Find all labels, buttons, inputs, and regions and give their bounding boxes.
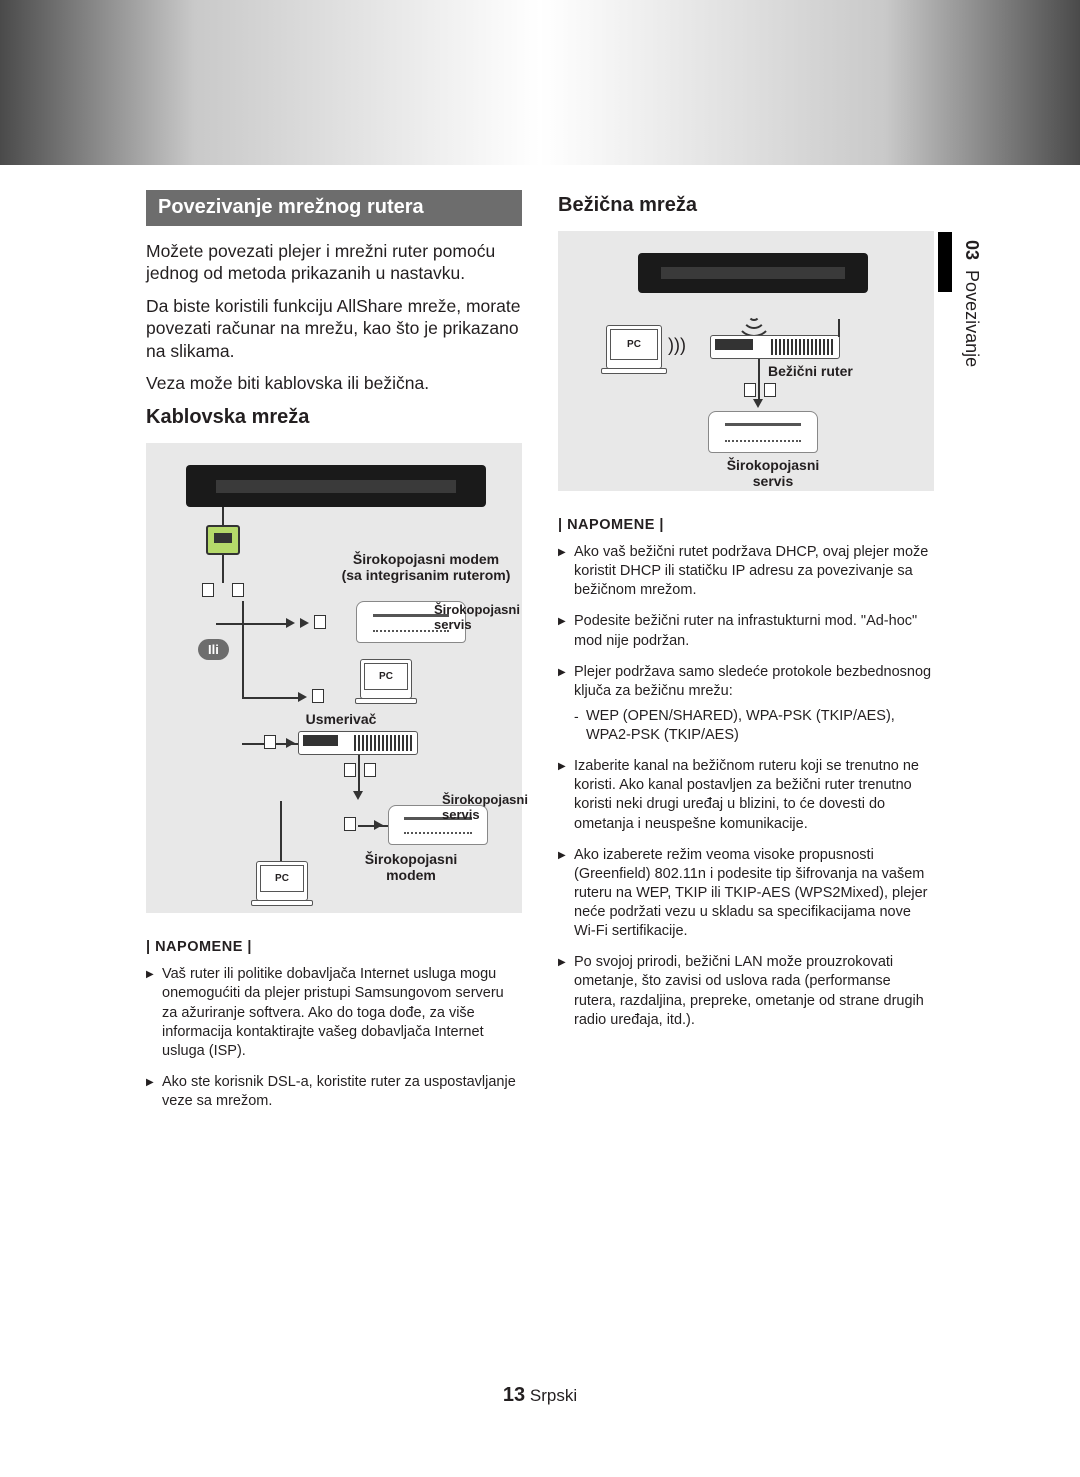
player-device-icon xyxy=(186,465,486,507)
note-item: Ako ste korisnik DSL-a, koristite ruter … xyxy=(146,1073,522,1111)
cable-line xyxy=(358,755,360,791)
left-column: Povezivanje mrežnog rutera Možete poveza… xyxy=(146,190,522,1123)
keyboard-icon xyxy=(251,900,313,906)
paragraph: Možete povezati plejer i mrežni ruter po… xyxy=(146,240,522,285)
rj45-connector-icon xyxy=(364,763,376,777)
cable-line xyxy=(280,801,282,861)
arrow-icon xyxy=(286,738,295,748)
subsection-header: Bežična mreža xyxy=(558,194,934,217)
section-header: Povezivanje mrežnog rutera xyxy=(146,190,522,226)
page-number: 13 xyxy=(503,1384,525,1406)
paragraph: Veza može biti kablovska ili bežična. xyxy=(146,372,522,394)
diagram-label: Bežični ruter xyxy=(768,363,898,379)
arrow-icon xyxy=(374,820,383,830)
keyboard-icon xyxy=(355,698,417,704)
pc-screen-label: PC xyxy=(260,865,304,892)
cable-line xyxy=(758,359,760,399)
note-item: Izaberite kanal na bežičnom ruteru koji … xyxy=(558,757,934,834)
page-language: Srpski xyxy=(530,1386,577,1405)
cable-line xyxy=(242,601,244,697)
antenna-icon xyxy=(838,319,840,337)
paragraph: Da biste koristili funkciju AllShare mre… xyxy=(146,295,522,362)
pc-icon: PC xyxy=(256,861,308,901)
diagram-label: Širokopojasni servis xyxy=(442,793,542,823)
diagram-label: Širokopojasni modem (sa integrisanim rut… xyxy=(336,551,516,583)
page-footer: 13 Srpski xyxy=(0,1384,1080,1407)
router-icon xyxy=(298,731,418,755)
cable-line xyxy=(222,507,224,525)
note-item: Ako izaberete režim veoma visoke propusn… xyxy=(558,846,934,942)
pc-screen-label: PC xyxy=(364,663,408,690)
cable-line xyxy=(242,697,298,699)
page-root: 03 Povezivanje Povezivanje mrežnog ruter… xyxy=(0,0,1080,1477)
diagram-label: Usmerivač xyxy=(286,711,396,727)
chapter-title: Povezivanje xyxy=(962,270,982,367)
wifi-waves-icon: ))) xyxy=(668,335,686,356)
notes-list: Vaš ruter ili politike dobavljača Intern… xyxy=(146,965,522,1111)
top-gradient-band xyxy=(0,0,1080,165)
player-device-icon xyxy=(638,253,868,293)
note-item: Plejer podržava samo sledeće protokole b… xyxy=(558,663,934,746)
note-item: Podesite bežični ruter na infrastukturni… xyxy=(558,612,934,650)
note-item: Po svojoj prirodi, bežični LAN može prou… xyxy=(558,953,934,1030)
rj45-connector-icon xyxy=(744,383,756,397)
rj45-connector-icon xyxy=(312,689,324,703)
pc-icon: PC xyxy=(360,659,412,699)
arrow-icon xyxy=(753,399,763,408)
lan-port-icon xyxy=(206,525,240,555)
content-area: Povezivanje mrežnog rutera Možete poveza… xyxy=(146,190,934,1123)
diagram-label: Širokopojasni modem xyxy=(346,851,476,883)
diagram-label: Širokopojasni servis xyxy=(708,457,838,489)
wireless-router-icon xyxy=(710,335,840,359)
rj45-connector-icon xyxy=(344,817,356,831)
rj45-connector-icon xyxy=(344,763,356,777)
note-item: Vaš ruter ili politike dobavljača Intern… xyxy=(146,965,522,1061)
keyboard-icon xyxy=(601,368,667,374)
pc-icon: PC xyxy=(606,325,662,369)
note-subitem: WEP (OPEN/SHARED), WPA-PSK (TKIP/AES), W… xyxy=(574,707,934,745)
rj45-connector-icon xyxy=(232,583,244,597)
two-columns: Povezivanje mrežnog rutera Možete poveza… xyxy=(146,190,934,1123)
note-item-text: Plejer podržava samo sledeće protokole b… xyxy=(574,664,931,699)
subsection-header: Kablovska mreža xyxy=(146,406,522,429)
chapter-tab xyxy=(938,232,952,292)
rj45-connector-icon xyxy=(202,583,214,597)
arrow-icon xyxy=(298,692,307,702)
rj45-connector-icon xyxy=(264,735,276,749)
diagram-label: Širokopojasni servis xyxy=(434,603,534,633)
wired-network-diagram: Širokopojasni modem (sa integrisanim rut… xyxy=(146,443,522,913)
pc-screen-label: PC xyxy=(610,329,658,360)
note-sublist: WEP (OPEN/SHARED), WPA-PSK (TKIP/AES), W… xyxy=(574,707,934,745)
note-item: Ako vaš bežični rutet podržava DHCP, ova… xyxy=(558,543,934,600)
modem-icon xyxy=(708,411,818,453)
cable-line xyxy=(222,555,224,583)
notes-header: | NAPOMENE | xyxy=(146,939,522,955)
notes-list: Ako vaš bežični rutet podržava DHCP, ova… xyxy=(558,543,934,1030)
rj45-connector-icon xyxy=(314,615,326,629)
arrow-icon xyxy=(353,791,363,800)
arrow-icon xyxy=(286,618,295,628)
arrow-icon xyxy=(300,618,309,628)
cable-line xyxy=(358,825,388,827)
chapter-number: 03 xyxy=(962,240,982,260)
rj45-connector-icon xyxy=(764,383,776,397)
notes-header: | NAPOMENE | xyxy=(558,517,934,533)
chapter-label: 03 Povezivanje xyxy=(961,240,982,367)
wireless-network-diagram: PC ))) Bežični ruter Širokopojasni servi… xyxy=(558,231,934,491)
right-column: Bežična mreža PC ))) B xyxy=(558,190,934,1123)
or-pill: Ili xyxy=(198,639,229,660)
wifi-icon xyxy=(748,309,760,321)
cable-line xyxy=(216,623,286,625)
